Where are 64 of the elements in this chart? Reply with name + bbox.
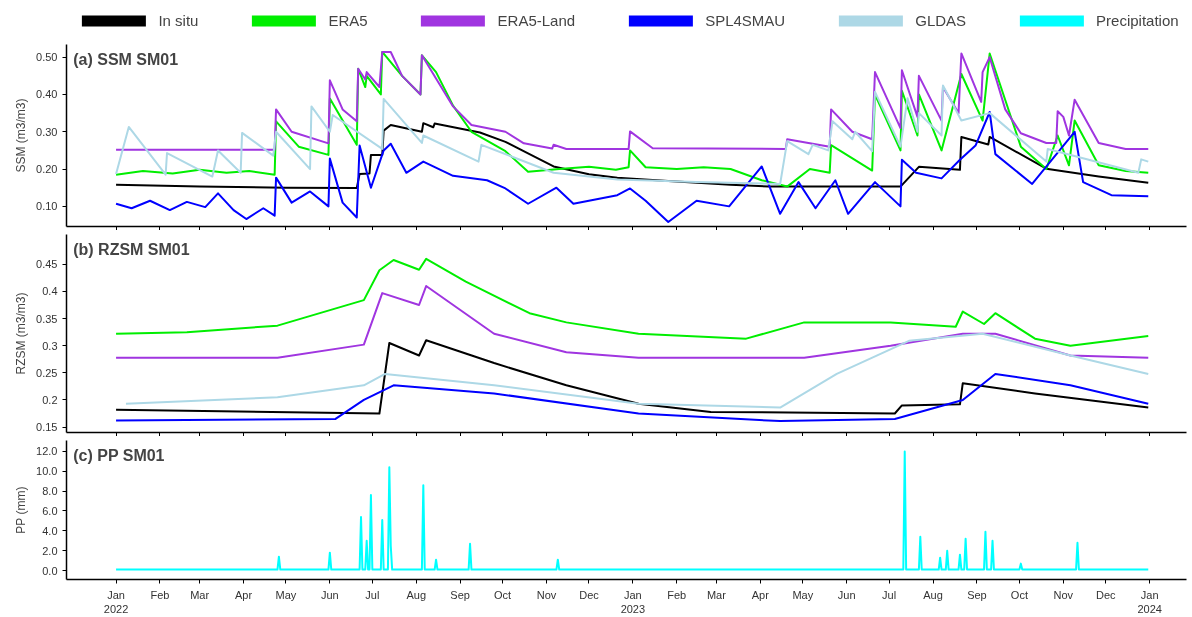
x-tick-label: Jan 2024 [1137,588,1162,615]
x-tick-label: Nov [1053,588,1074,601]
y-tick-label: 0.2 [42,393,58,406]
x-tick-label: Jan 2023 [620,588,646,615]
x-tick-label: Apr [751,588,770,601]
x-tick-label: May [275,588,297,601]
y-tick-label: 6.0 [42,504,58,517]
legend-label: In situ [158,11,199,29]
x-tick-label: Sep [450,588,470,601]
chart-title: (b) RZSM SM01 [73,240,190,258]
x-tick-label: Apr [234,588,253,601]
x-tick-label: Oct [1010,588,1028,601]
line-series [115,372,1150,423]
x-tick-label: Dec [1096,588,1117,601]
legend-label: ERA5 [328,11,368,29]
line-series [115,84,1150,185]
y-tick-label: 0.3 [42,339,58,352]
legend-label: Precipitation [1096,11,1179,29]
y-tick-label: 0.0 [42,564,58,577]
y-tick-label: 10.0 [36,465,58,478]
y-tick-label: 0.45 [36,258,58,271]
line-series [115,339,1150,415]
x-tick-label: Mar [706,588,727,601]
y-tick-label: 8.0 [42,485,58,498]
y-axis-title: RZSM (m3/m3) [14,292,29,375]
x-tick-label: Aug [923,588,943,601]
y-axis-title: SSM (m3/m3) [14,98,29,173]
chart-title: (a) SSM SM01 [73,50,179,68]
x-tick-label: Jul [882,588,897,601]
x-tick-label: Sep [967,588,987,601]
x-tick-label: Nov [536,588,557,601]
y-axis-title: PP (mm) [14,486,29,534]
line-series [124,332,1150,409]
x-tick-label: Aug [406,588,427,601]
y-tick-label: 0.4 [42,285,58,298]
y-tick-label: 0.10 [36,200,58,213]
x-tick-label: Jun [837,588,856,601]
y-tick-label: 4.0 [42,524,58,537]
x-tick-label: Jul [365,588,380,601]
y-tick-label: 0.30 [36,125,58,138]
y-tick-label: 2.0 [42,544,58,557]
x-tick-label: Jun [321,588,339,601]
chart-title: (c) PP SM01 [73,446,165,464]
x-tick-label: Mar [190,588,210,601]
y-tick-label: 0.20 [36,163,58,176]
y-tick-label: 0.40 [36,88,58,101]
y-tick-label: 12.0 [36,445,58,458]
x-tick-label: Jan 2022 [103,588,129,615]
legend-label: SPL4SMAU [705,11,786,29]
line-series [115,111,1150,224]
y-tick-label: 0.35 [36,312,58,325]
y-tick-label: 0.25 [36,366,58,379]
x-tick-label: Dec [579,588,600,601]
y-tick-label: 0.15 [36,421,58,434]
legend-label: GLDAS [915,11,967,29]
legend-label: ERA5-Land [497,11,576,29]
y-tick-label: 0.50 [36,51,58,64]
line-series [115,122,1150,190]
x-tick-label: May [792,588,814,601]
x-tick-label: Feb [150,588,170,601]
x-tick-label: Feb [667,588,687,601]
x-tick-label: Oct [494,588,512,601]
line-series [115,285,1150,359]
line-series [115,257,1150,347]
